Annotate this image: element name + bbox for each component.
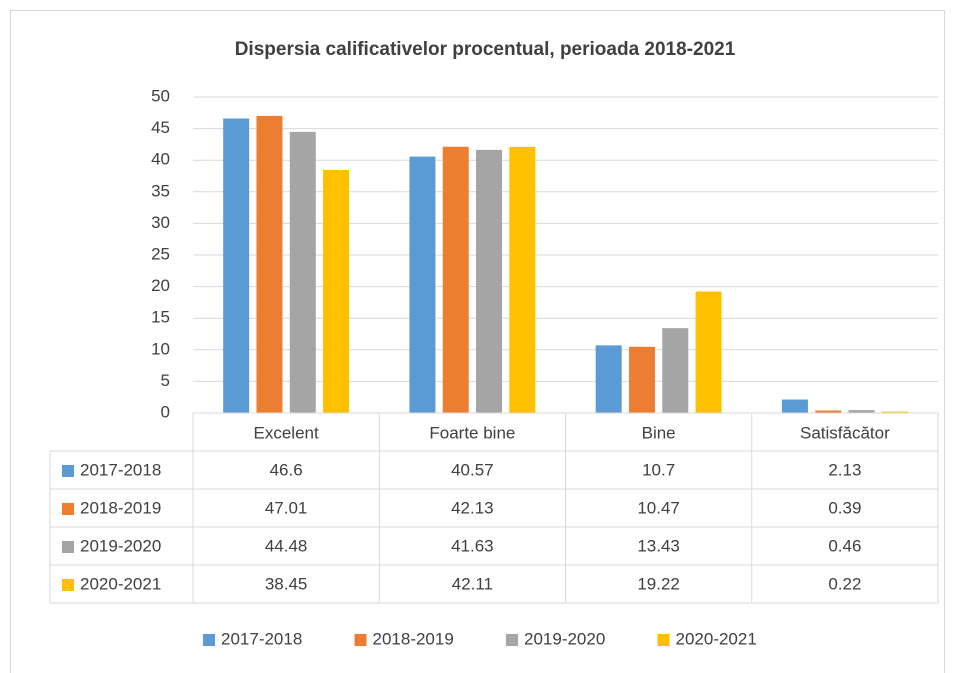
bar [509, 146, 536, 413]
y-tick-label: 5 [161, 371, 170, 390]
table-value: 41.63 [451, 536, 494, 555]
legend-label: 2018-2019 [373, 629, 454, 648]
bar [628, 346, 655, 413]
bar [595, 345, 622, 413]
y-tick-label: 50 [151, 86, 170, 105]
table-value: 13.43 [637, 536, 680, 555]
bar [442, 146, 469, 413]
y-tick-label: 35 [151, 181, 170, 200]
legend-key [203, 634, 215, 646]
bar [289, 131, 316, 413]
table-value: 47.01 [265, 498, 308, 517]
legend-key [657, 634, 670, 646]
table-series-name: 2020-2021 [80, 574, 161, 593]
y-tick-label: 10 [151, 339, 170, 358]
table-value: 0.39 [828, 498, 861, 517]
table-series-name: 2017-2018 [80, 460, 161, 479]
legend-label: 2017-2018 [221, 629, 302, 648]
y-tick-label: 30 [151, 213, 170, 232]
bar [256, 115, 283, 414]
table-value: 19.22 [637, 574, 680, 593]
y-tick-label: 45 [151, 118, 170, 137]
y-tick-label: 15 [151, 308, 170, 327]
table-series-name: 2019-2020 [80, 536, 161, 555]
bar [848, 410, 875, 413]
y-tick-label: 40 [151, 150, 170, 169]
table-value: 40.57 [451, 460, 494, 479]
table-value: 44.48 [265, 536, 308, 555]
bar [781, 399, 808, 413]
y-tick-label: 0 [161, 402, 170, 421]
table-value: 2.13 [828, 460, 861, 479]
x-tick-label: Bine [642, 423, 676, 442]
x-tick-label: Satisfăcător [800, 423, 890, 442]
table-value: 0.46 [828, 536, 861, 555]
y-tick-label: 20 [151, 276, 170, 295]
bar [323, 169, 350, 413]
table-legend-key [62, 503, 74, 515]
table-value: 10.7 [642, 460, 675, 479]
x-tick-label: Foarte bine [429, 423, 515, 442]
bar [815, 410, 842, 413]
table-legend-key [62, 541, 74, 553]
y-tick-label: 25 [151, 244, 170, 263]
table-legend-key [62, 465, 74, 477]
bar [476, 149, 503, 413]
legend-key [506, 634, 518, 646]
table-value: 42.11 [452, 574, 493, 593]
legend-label: 2019-2020 [524, 629, 605, 648]
table-legend-key [62, 579, 74, 591]
x-tick-label: Excelent [254, 423, 319, 442]
chart-title: Dispersia calificativelor procentual, pe… [235, 39, 736, 60]
legend-key [354, 634, 367, 646]
bar [695, 291, 722, 413]
bar [223, 118, 250, 413]
table-series-name: 2018-2019 [80, 498, 161, 517]
table-value: 38.45 [265, 574, 308, 593]
table-value: 46.6 [270, 460, 303, 479]
bar [662, 328, 689, 413]
bar [881, 411, 908, 413]
bar [409, 156, 436, 413]
table-value: 10.47 [637, 498, 680, 517]
legend-label: 2020-2021 [676, 629, 757, 648]
table-value: 0.22 [828, 574, 861, 593]
table-value: 42.13 [451, 498, 494, 517]
